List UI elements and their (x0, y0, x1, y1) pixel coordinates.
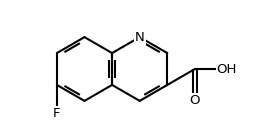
Text: OH: OH (217, 63, 237, 75)
Text: F: F (53, 107, 61, 120)
Text: N: N (135, 31, 144, 44)
Text: O: O (190, 94, 200, 107)
